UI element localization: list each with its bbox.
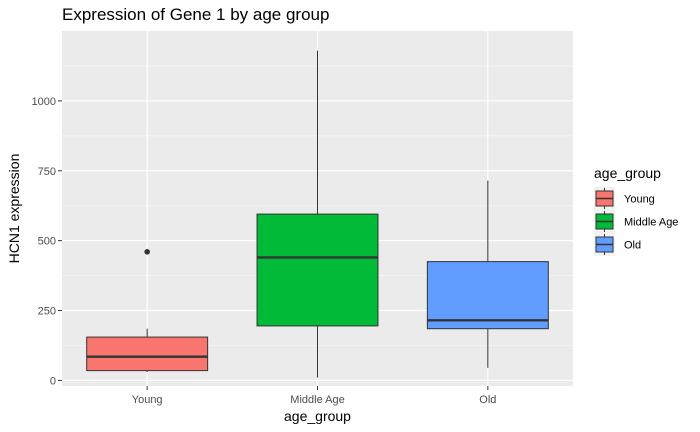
y-tick-label: 500 bbox=[38, 236, 56, 248]
legend: age_group Young Middle Age Old bbox=[594, 165, 678, 256]
box-young bbox=[86, 336, 209, 372]
box-old bbox=[426, 261, 549, 330]
y-tick-label: 0 bbox=[50, 375, 56, 387]
legend-label: Old bbox=[624, 240, 641, 252]
legend-label: Middle Age bbox=[624, 217, 678, 229]
y-axis-title: HCN1 expression bbox=[6, 154, 22, 264]
x-axis-title: age_group bbox=[284, 408, 351, 424]
box-middle-age bbox=[256, 213, 379, 327]
legend-label: Young bbox=[624, 194, 655, 206]
y-tick-label: 750 bbox=[38, 166, 56, 178]
x-axis: Young Middle Age Old bbox=[132, 386, 496, 406]
legend-title: age_group bbox=[594, 165, 661, 181]
outlier-point bbox=[144, 249, 150, 255]
x-tick-label: Old bbox=[479, 394, 496, 406]
y-axis: 0 250 500 750 1000 bbox=[32, 96, 62, 387]
chart-title: Expression of Gene 1 by age group bbox=[62, 5, 329, 24]
x-tick-label: Young bbox=[132, 394, 163, 406]
y-tick-label: 1000 bbox=[32, 96, 56, 108]
x-tick-label: Middle Age bbox=[290, 394, 344, 406]
box-layer bbox=[86, 50, 549, 378]
y-tick-label: 250 bbox=[38, 306, 56, 318]
